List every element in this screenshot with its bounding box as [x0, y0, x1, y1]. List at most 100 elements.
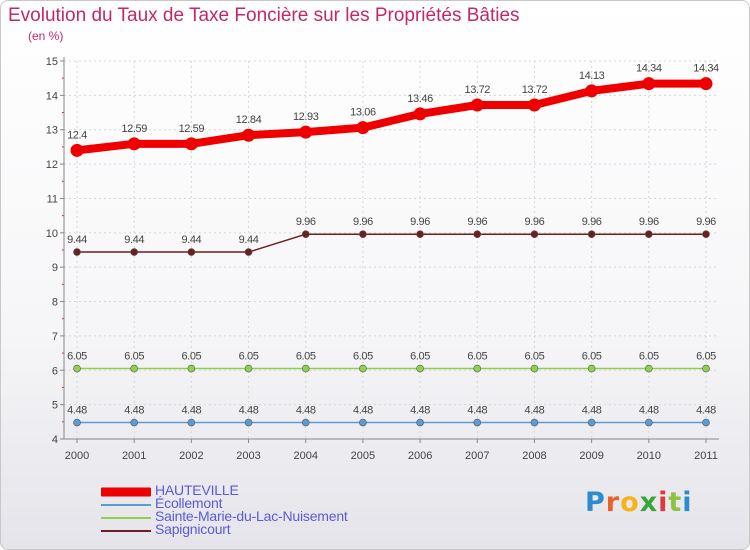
data-label: 9.96	[525, 216, 545, 228]
data-label: 9.44	[239, 234, 259, 246]
data-point	[70, 143, 84, 157]
data-point	[359, 230, 367, 238]
y-tick-label: 12	[46, 159, 58, 171]
data-point	[587, 230, 596, 238]
y-tick-label: 13	[46, 125, 58, 137]
data-point	[187, 418, 196, 427]
data-point	[184, 137, 198, 151]
data-label: 9.96	[696, 216, 716, 228]
data-point	[416, 230, 424, 238]
grid	[64, 60, 719, 440]
y-tick-label: 5	[52, 400, 58, 412]
data-point	[699, 77, 713, 91]
y-tick-label: 11	[47, 193, 58, 205]
data-point	[301, 418, 310, 427]
data-label: 9.44	[124, 234, 144, 246]
series-line-3	[76, 233, 707, 253]
data-label: 6.05	[181, 351, 201, 363]
x-tick-label: 2001	[122, 450, 146, 462]
data-label: 4.48	[639, 405, 659, 417]
data-label: 13.72	[522, 84, 548, 96]
data-label: 6.05	[582, 351, 602, 363]
data-label: 6.05	[296, 351, 316, 363]
data-point	[416, 364, 424, 373]
data-point	[359, 418, 367, 427]
data-label: 6.05	[67, 351, 87, 363]
data-label: 6.05	[639, 351, 659, 363]
data-point	[187, 364, 196, 373]
data-point	[244, 418, 253, 427]
data-label: 14.34	[636, 63, 662, 75]
data-point	[645, 230, 653, 238]
chart-title: Evolution du Taux de Taxe Foncière sur l…	[8, 5, 520, 26]
data-point	[359, 364, 367, 373]
data-label: 4.48	[582, 405, 602, 417]
data-point	[702, 230, 710, 238]
data-point	[473, 364, 482, 373]
data-point	[130, 418, 138, 427]
data-point	[642, 77, 656, 91]
data-point	[702, 418, 710, 427]
data-point	[73, 248, 81, 256]
y-tick-label: 9	[52, 262, 58, 274]
data-point	[130, 364, 138, 373]
data-label: 12.84	[236, 114, 262, 126]
data-label: 9.96	[467, 216, 487, 228]
data-label: 12.59	[121, 123, 147, 135]
data-point	[244, 364, 253, 373]
data-label: 14.34	[693, 63, 719, 75]
data-point	[587, 364, 596, 373]
legend-swatch-hauteville	[101, 487, 151, 496]
legend-label: Sainte-Marie-du-Lac-Nuisement	[155, 508, 348, 524]
x-tick-label: 2009	[579, 450, 603, 462]
x-tick-label: 2003	[236, 450, 260, 462]
y-tick-label: 8	[52, 297, 58, 309]
data-label: 4.48	[67, 405, 87, 417]
x-tick-label: 2002	[179, 450, 203, 462]
legend-label: HAUTEVILLE	[155, 482, 239, 498]
data-label: 12.93	[293, 111, 319, 123]
data-label: 6.05	[525, 351, 545, 363]
data-point	[301, 364, 310, 373]
data-point	[299, 125, 313, 139]
x-tick-label: 2008	[522, 450, 546, 462]
data-point	[242, 128, 256, 142]
data-point	[530, 230, 539, 238]
data-label: 9.96	[639, 216, 659, 228]
data-label: 9.44	[67, 234, 87, 246]
data-label: 9.96	[353, 216, 373, 228]
data-point	[645, 364, 653, 373]
series-line-0	[73, 79, 710, 155]
legend-label: Sapignicourt	[155, 521, 231, 537]
chart-subtitle: (en %)	[28, 29, 64, 43]
legend-label: Écollemont	[155, 495, 223, 511]
data-label: 6.05	[124, 351, 144, 363]
data-label: 9.96	[410, 216, 430, 228]
data-label: 9.44	[181, 234, 201, 246]
data-point	[645, 418, 653, 427]
x-tick-label: 2010	[637, 450, 661, 462]
data-label: 13.06	[350, 107, 376, 119]
data-label: 13.46	[407, 93, 433, 105]
data-label: 12.4	[67, 129, 87, 141]
series-layer: 9.44 9.44 9.44 9.44 9.96 9.96 9.96 9.96 9.96 9.96…	[67, 63, 719, 427]
x-tick-label: 2005	[351, 450, 375, 462]
data-point	[473, 418, 482, 427]
data-label: 4.48	[696, 405, 716, 417]
data-point	[127, 137, 141, 151]
y-tick-label: 4	[52, 434, 58, 446]
data-label: 4.48	[525, 405, 545, 417]
legend-swatch-sapignicourt	[101, 529, 151, 532]
x-tick-label: 2011	[694, 450, 718, 462]
data-label: 6.05	[239, 351, 259, 363]
data-point	[416, 418, 424, 427]
proxiti-logo: Proxiti	[585, 487, 693, 518]
x-tick-label: 2000	[65, 450, 89, 462]
data-point	[187, 248, 196, 256]
data-point	[473, 230, 482, 238]
y-tick-label: 15	[46, 56, 58, 68]
x-tick-label: 2006	[408, 450, 432, 462]
data-label: 6.05	[410, 351, 430, 363]
